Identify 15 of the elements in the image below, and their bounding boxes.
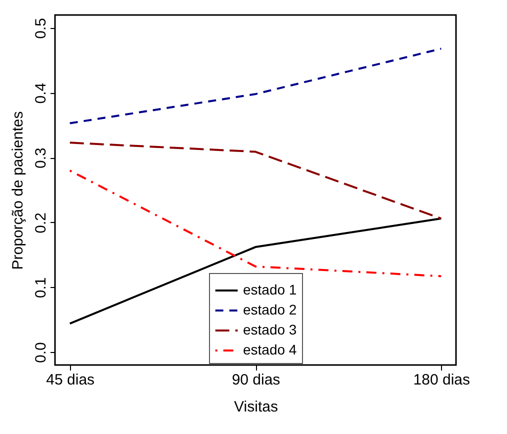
x-tick-label: 180 dias (413, 372, 470, 388)
y-tick-label: 0.5 (32, 18, 50, 39)
y-tick-label: 0.4 (32, 82, 50, 104)
x-tick-label: 90 dias (232, 372, 280, 388)
y-tick-label: 0.3 (32, 148, 50, 169)
y-axis-title: Proporção de pacientes (10, 111, 26, 270)
y-tick-label: 0.0 (32, 342, 50, 363)
legend-label: estado 3 (243, 322, 297, 338)
y-tick-label: 0.2 (32, 212, 50, 234)
legend-label: estado 4 (243, 342, 297, 358)
x-tick-label: 45 dias (46, 372, 95, 388)
y-tick-label: 0.1 (32, 277, 50, 298)
legend-label: estado 2 (243, 302, 297, 318)
x-axis-title: Visitas (234, 398, 278, 416)
legend-label: estado 1 (243, 282, 297, 298)
